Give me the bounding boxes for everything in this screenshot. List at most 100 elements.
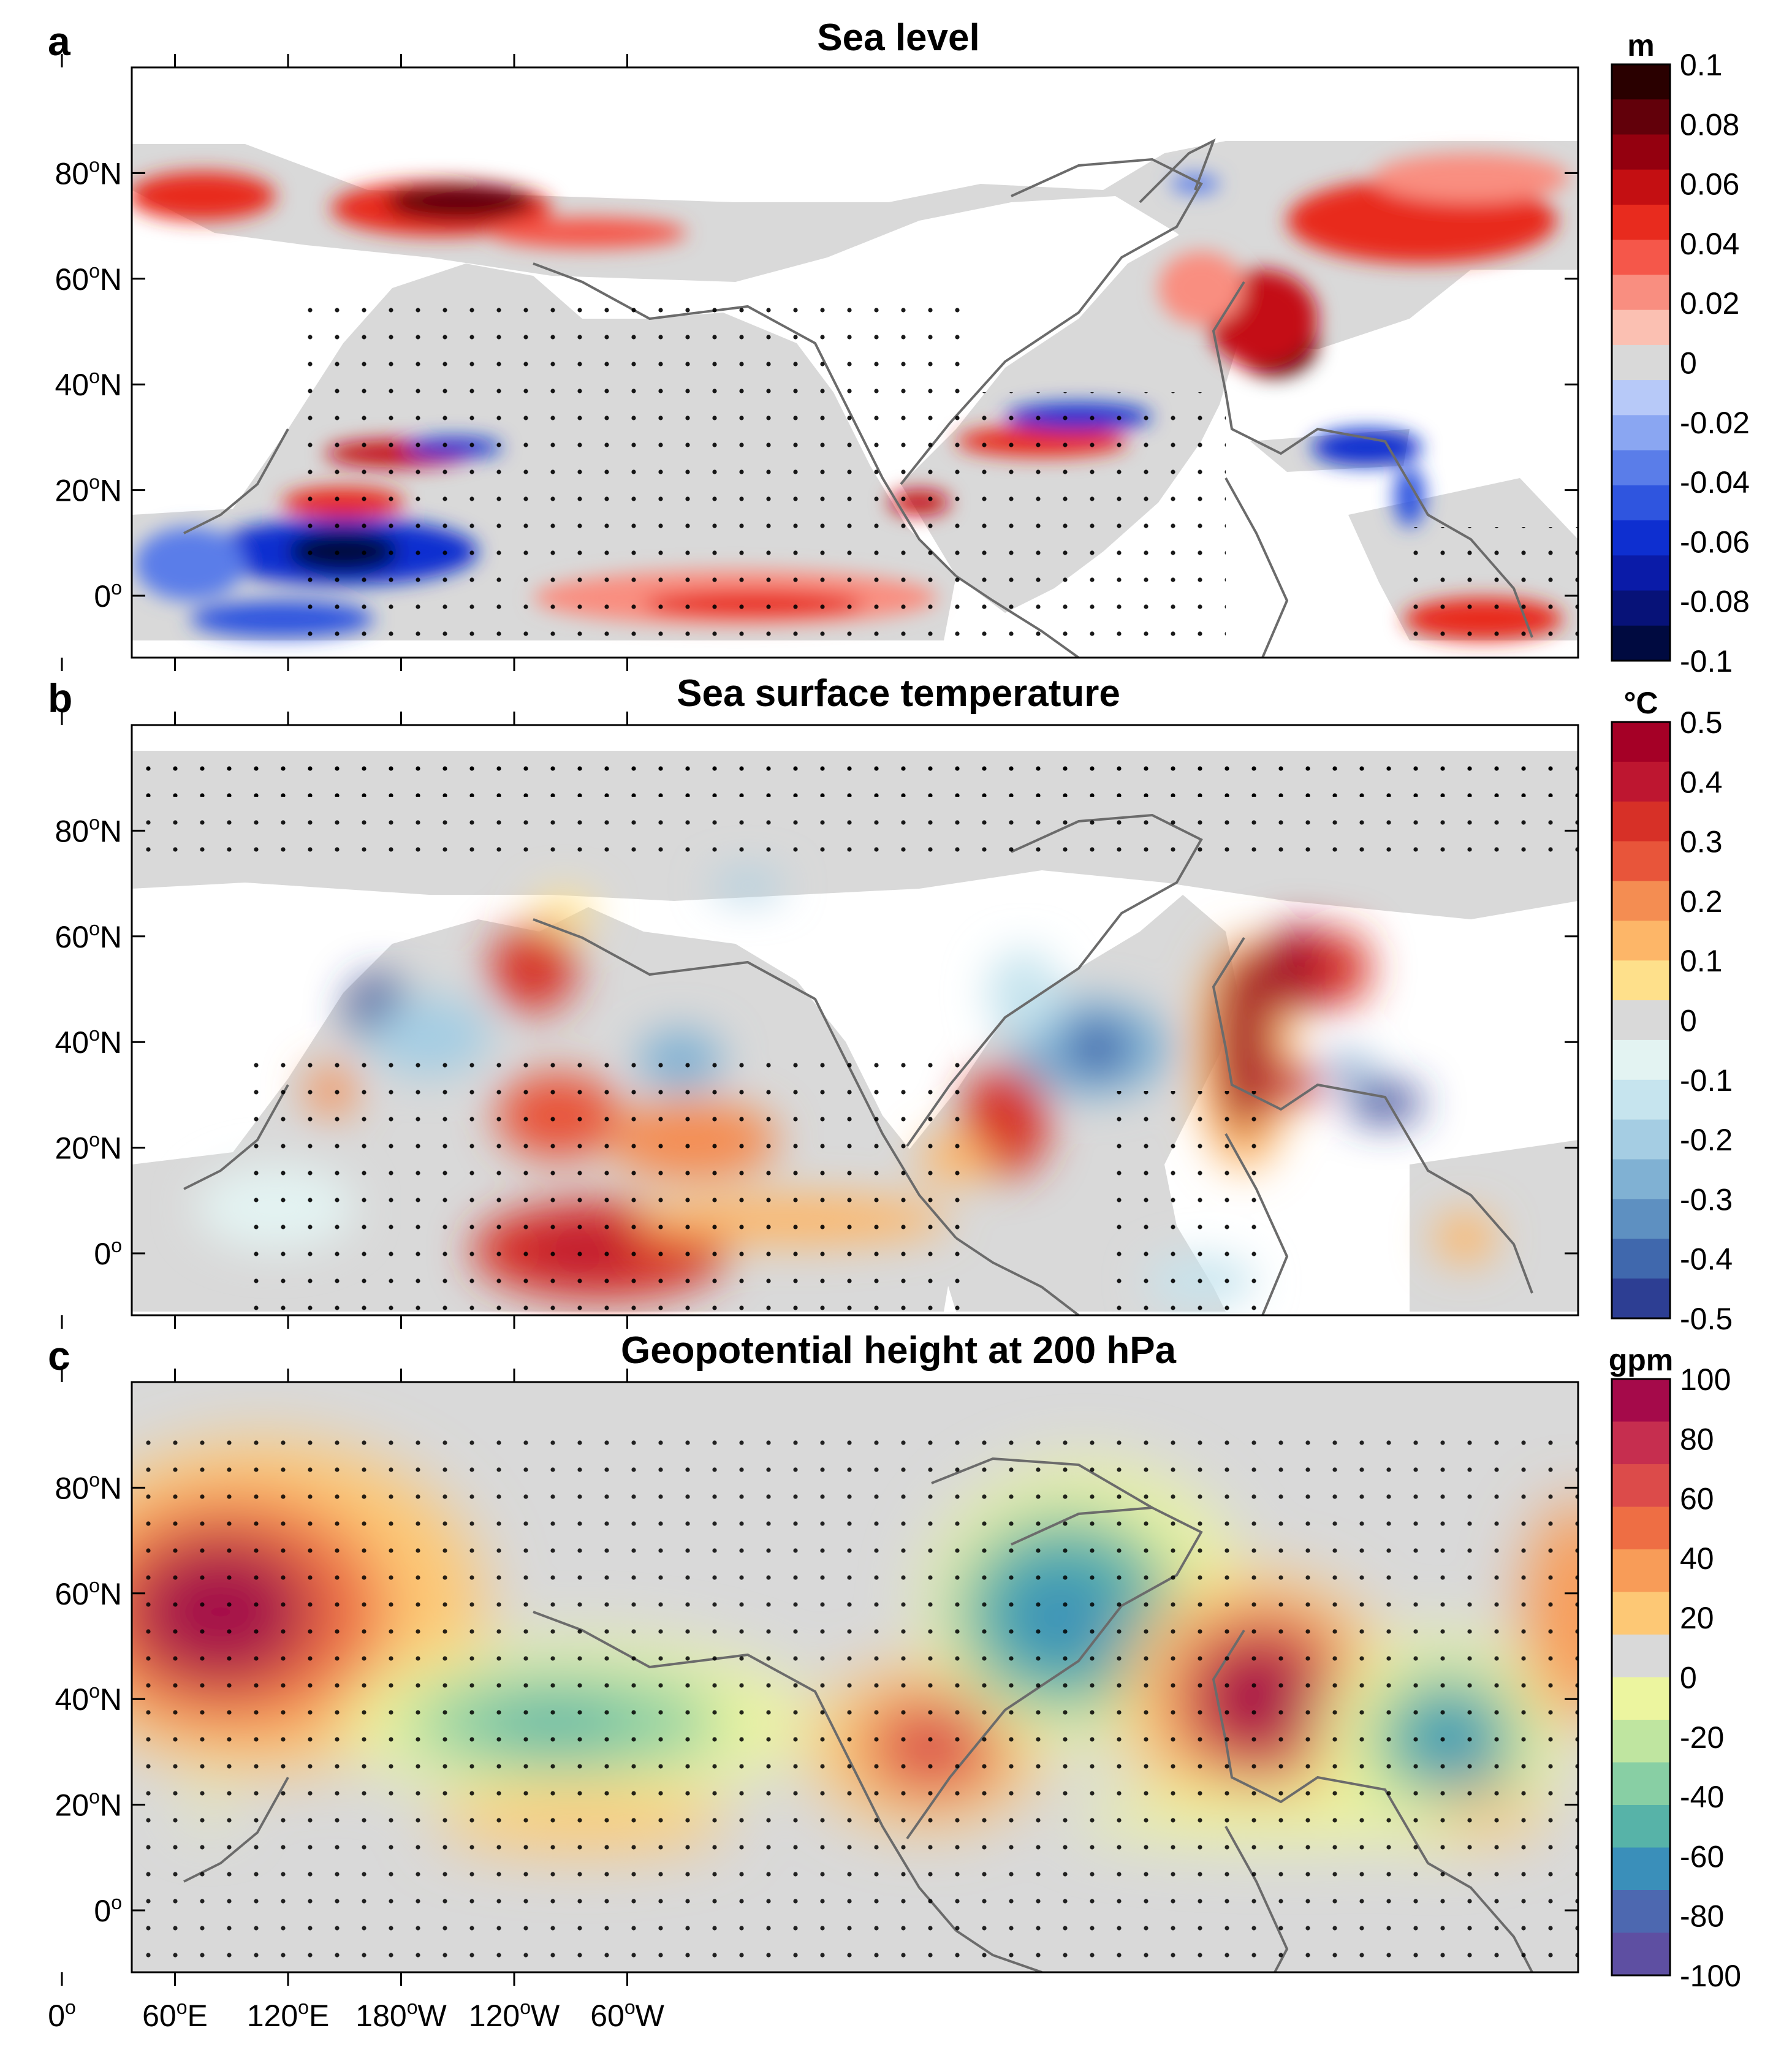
- colorbar-swatch: [1612, 1720, 1670, 1763]
- x-tick-label: 60oW: [590, 1996, 664, 2033]
- colorbar-unit: m: [1627, 28, 1654, 63]
- panel-b: b Sea surface temperature: [48, 672, 1579, 1316]
- colorbar-swatch: [1612, 520, 1670, 556]
- colorbar-tick-label: 0.08: [1680, 107, 1739, 142]
- panel-b-title: Sea surface temperature: [677, 672, 1120, 715]
- colorbar-tick-label: 0.4: [1680, 765, 1723, 799]
- colorbar-swatch: [1612, 99, 1670, 135]
- colorbar-swatch: [1612, 1239, 1670, 1279]
- colorbar-tick-label: 80: [1680, 1422, 1714, 1456]
- panel-c-frame: [131, 1381, 1579, 1973]
- colorbar-tick-label: 0.04: [1680, 227, 1739, 261]
- colorbar-tick-label: -40: [1680, 1780, 1724, 1814]
- colorbar-tick-label: -0.06: [1680, 525, 1750, 559]
- y-tick-label: 60oN: [55, 1574, 122, 1611]
- colorbar-tick-label: -0.04: [1680, 465, 1750, 500]
- y-tick-label: 0o: [94, 577, 122, 613]
- colorbar-tick-label: -0.1: [1680, 644, 1733, 678]
- colorbar-swatch: [1612, 1421, 1670, 1465]
- colorbar-tick-label: 0.3: [1680, 825, 1723, 859]
- colorbar-swatch: [1612, 1549, 1670, 1592]
- colorbar-tick-label: 0: [1680, 1661, 1697, 1695]
- colorbar-swatch: [1612, 1119, 1670, 1160]
- panel-a-frame: [131, 66, 1579, 659]
- colorbar-tick-label: -0.4: [1680, 1242, 1733, 1277]
- colorbar-tick-label: 100: [1680, 1362, 1731, 1397]
- colorbar-tick-label: -60: [1680, 1839, 1724, 1874]
- y-tick-label: 80oN: [55, 154, 122, 191]
- panel-c-stippling: [132, 1434, 1578, 1967]
- colorbar-swatch: [1612, 1762, 1670, 1806]
- colorbar-swatch: [1612, 1199, 1670, 1239]
- colorbar-swatch: [1612, 1159, 1670, 1199]
- panel-a: a Sea level: [48, 17, 1579, 659]
- panel-b-frame: [131, 724, 1579, 1316]
- colorbar-swatch: [1612, 169, 1670, 205]
- colorbar-frame: [1611, 721, 1671, 1320]
- colorbar-swatch: [1612, 1635, 1670, 1677]
- colorbar-swatch: [1612, 344, 1670, 381]
- colorbar-swatch: [1612, 1079, 1670, 1120]
- colorbar-swatch: [1612, 485, 1670, 521]
- colorbar-frame: [1611, 63, 1671, 662]
- colorbar-tick-label: 0.5: [1680, 705, 1723, 740]
- colorbar-layer: 0.1 0.08 0.06 0.04 0.02 0 -0.02 -0.04 -0.06 -0.08…: [1609, 28, 1750, 1993]
- colorbar-swatch: [1612, 1890, 1670, 1933]
- colorbar-swatch: [1612, 1506, 1670, 1550]
- colorbar-tick-label: -0.1: [1680, 1063, 1733, 1098]
- x-tick-label: 0o: [48, 1996, 76, 2033]
- colorbar-swatch: [1612, 1932, 1670, 1976]
- colorbar-tick-label: 0.1: [1680, 944, 1723, 978]
- colorbar-swatch: [1612, 240, 1670, 275]
- colorbar-swatch: [1612, 761, 1670, 802]
- colorbar-tick-label: 0.1: [1680, 48, 1723, 82]
- colorbar-tick-label: -20: [1680, 1720, 1724, 1755]
- y-tick-label: 20oN: [55, 1786, 122, 1823]
- y-tick-label: 40oN: [55, 1023, 122, 1060]
- y-tick-label: 0o: [94, 1891, 122, 1928]
- colorbar-swatch: [1612, 960, 1670, 1001]
- y-tick-label: 0o: [94, 1234, 122, 1271]
- y-tick-label: 80oN: [55, 811, 122, 848]
- x-tick-label: 120oE: [247, 1996, 330, 2033]
- colorbar-tick-label: 60: [1680, 1482, 1714, 1516]
- colorbar-swatch: [1612, 1000, 1670, 1041]
- y-tick-label: 20oN: [55, 1129, 122, 1166]
- colorbar-swatch: [1612, 1278, 1670, 1319]
- colorbar-swatch: [1612, 1464, 1670, 1507]
- panel-a-stippling: [306, 306, 1578, 650]
- colorbar-swatch: [1612, 625, 1670, 661]
- colorbar-tick-label: 0.02: [1680, 286, 1739, 321]
- y-tick-label: 40oN: [55, 1680, 122, 1717]
- colorbar-swatch: [1612, 1847, 1670, 1891]
- panel-c-title: Geopotential height at 200 hPa: [621, 1329, 1177, 1372]
- colorbar-swatch: [1612, 921, 1670, 961]
- y-tick-label: 20oN: [55, 471, 122, 508]
- colorbar-swatch: [1612, 64, 1670, 100]
- colorbar-swatch: [1612, 722, 1670, 762]
- colorbar-swatch: [1612, 1805, 1670, 1848]
- colorbar-swatch: [1612, 881, 1670, 921]
- colorbar-tick-label: -0.08: [1680, 585, 1750, 619]
- x-tick-label: 120oW: [469, 1996, 560, 2033]
- colorbar-tick-label: 0: [1680, 346, 1697, 381]
- colorbar-swatch: [1612, 1677, 1670, 1720]
- colorbar-swatch: [1612, 380, 1670, 416]
- panel-b-stippling: [132, 760, 1578, 1312]
- colorbar-tick-label: 20: [1680, 1601, 1714, 1635]
- colorbar-tick-label: 0: [1680, 1004, 1697, 1038]
- colorbar-swatch: [1612, 1592, 1670, 1635]
- panel-a-title: Sea level: [817, 17, 979, 59]
- colorbar-swatch: [1612, 555, 1670, 591]
- colorbar-swatch: [1612, 801, 1670, 842]
- colorbar-swatch: [1612, 590, 1670, 626]
- colorbar-tick-label: -0.5: [1680, 1302, 1733, 1336]
- y-tick-label: 40oN: [55, 365, 122, 402]
- colorbar-swatch: [1612, 415, 1670, 451]
- colorbar-swatch: [1612, 841, 1670, 881]
- panel-letter-a: a: [48, 18, 71, 64]
- colorbar-tick-label: 0.2: [1680, 884, 1723, 919]
- y-tick-label: 60oN: [55, 917, 122, 954]
- x-tick-label: 180oW: [355, 1996, 447, 2033]
